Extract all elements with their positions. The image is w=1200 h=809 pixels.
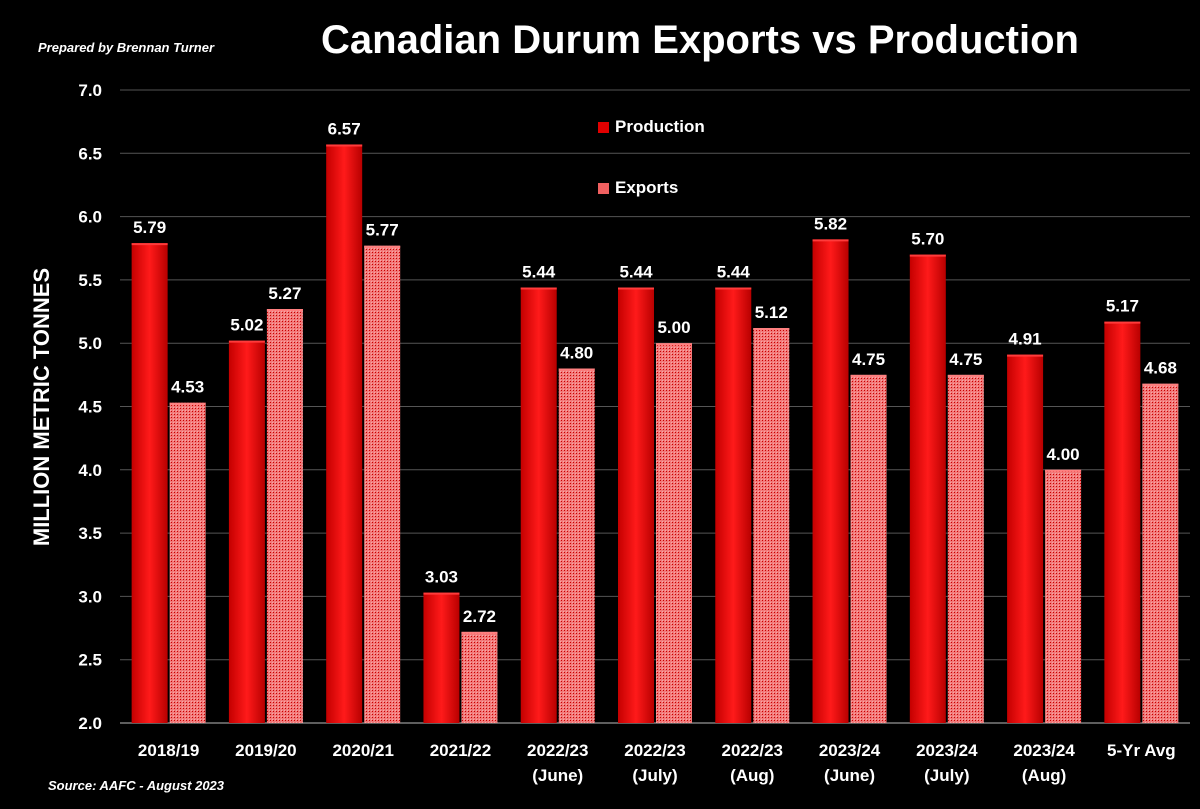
chart-title: Canadian Durum Exports vs Production	[321, 18, 1079, 62]
bar-production	[423, 592, 460, 723]
bar-exports	[558, 368, 595, 723]
x-tick-label: 2021/22	[430, 741, 491, 760]
bar-exports	[266, 309, 303, 723]
bar-exports	[461, 631, 498, 723]
x-tick-label: 2023/24	[916, 741, 978, 760]
y-tick-label: 5.0	[78, 334, 102, 353]
x-tick-label: (July)	[632, 766, 677, 785]
y-tick-label: 4.5	[78, 398, 102, 417]
x-tick-label: (June)	[532, 766, 583, 785]
bar-exports	[947, 374, 984, 723]
legend-item-exports: Exports	[598, 178, 678, 198]
data-label-production: 5.82	[814, 214, 847, 233]
x-tick-label: 5-Yr Avg	[1107, 741, 1176, 760]
bar-exports	[364, 245, 401, 723]
y-tick-label: 6.0	[78, 208, 102, 227]
legend-swatch-production	[598, 121, 609, 133]
bar-exports	[1045, 469, 1082, 723]
bar-production	[326, 144, 363, 724]
data-label-production: 5.02	[230, 316, 263, 335]
x-tick-label: 2023/24	[819, 741, 881, 760]
data-label-production: 5.44	[717, 262, 751, 281]
y-tick-label: 3.0	[78, 587, 102, 606]
data-label-exports: 4.75	[852, 350, 885, 369]
prepared-by-note: Prepared by Brennan Turner	[38, 40, 215, 55]
y-tick-label: 2.0	[78, 714, 102, 733]
legend-item-production: Production	[598, 117, 705, 137]
data-label-exports: 4.00	[1047, 445, 1080, 464]
x-tick-label: (Aug)	[730, 766, 774, 785]
x-tick-label: 2020/21	[332, 741, 393, 760]
x-tick-label: 2022/23	[527, 741, 588, 760]
data-label-production: 5.44	[619, 262, 653, 281]
x-tick-label: 2018/19	[138, 741, 199, 760]
y-tick-label: 6.5	[78, 144, 102, 163]
data-label-exports: 4.80	[560, 344, 593, 363]
legend-swatch-exports	[598, 182, 609, 194]
data-label-exports: 5.77	[366, 221, 399, 240]
bar-exports	[753, 328, 790, 723]
data-label-exports: 4.75	[949, 350, 982, 369]
bar-exports	[850, 374, 887, 723]
data-label-exports: 5.27	[268, 284, 301, 303]
y-tick-label: 4.0	[78, 461, 102, 480]
x-tick-label: 2019/20	[235, 741, 296, 760]
data-label-production: 3.03	[425, 568, 458, 587]
x-tick-label: (July)	[924, 766, 969, 785]
x-tick-label: 2022/23	[722, 741, 783, 760]
x-tick-label: (Aug)	[1022, 766, 1066, 785]
data-label-exports: 2.72	[463, 607, 496, 626]
bar-exports	[656, 343, 692, 723]
data-label-production: 5.70	[911, 230, 944, 249]
y-tick-label: 2.5	[78, 651, 102, 670]
bar-production	[520, 287, 557, 723]
data-label-production: 5.79	[133, 218, 166, 237]
data-label-exports: 5.00	[657, 318, 690, 337]
source-note: Source: AAFC - August 2023	[48, 778, 225, 793]
bar-production	[1007, 354, 1044, 723]
x-tick-label: 2022/23	[624, 741, 685, 760]
data-label-production: 6.57	[328, 119, 361, 138]
bar-production	[228, 340, 265, 723]
y-tick-label: 3.5	[78, 524, 102, 543]
bar-exports	[1142, 383, 1179, 723]
data-label-production: 5.44	[522, 262, 556, 281]
data-label-exports: 4.68	[1144, 359, 1177, 378]
bar-production	[131, 243, 168, 723]
y-tick-label: 5.5	[78, 271, 102, 290]
data-label-production: 5.17	[1106, 297, 1139, 316]
x-tick-label: (June)	[824, 766, 875, 785]
data-label-production: 4.91	[1009, 330, 1042, 349]
bar-production	[715, 287, 752, 723]
legend-label-exports: Exports	[615, 178, 679, 197]
bar-production	[909, 254, 946, 723]
y-tick-label: 7.0	[78, 81, 102, 100]
bar-production	[1104, 321, 1141, 723]
bar-exports	[169, 402, 206, 723]
data-label-exports: 4.53	[171, 378, 204, 397]
bar-production	[812, 239, 849, 723]
x-tick-label: 2023/24	[1013, 741, 1075, 760]
data-label-exports: 5.12	[755, 303, 788, 322]
legend-label-production: Production	[615, 117, 705, 136]
bar-production	[618, 287, 654, 723]
